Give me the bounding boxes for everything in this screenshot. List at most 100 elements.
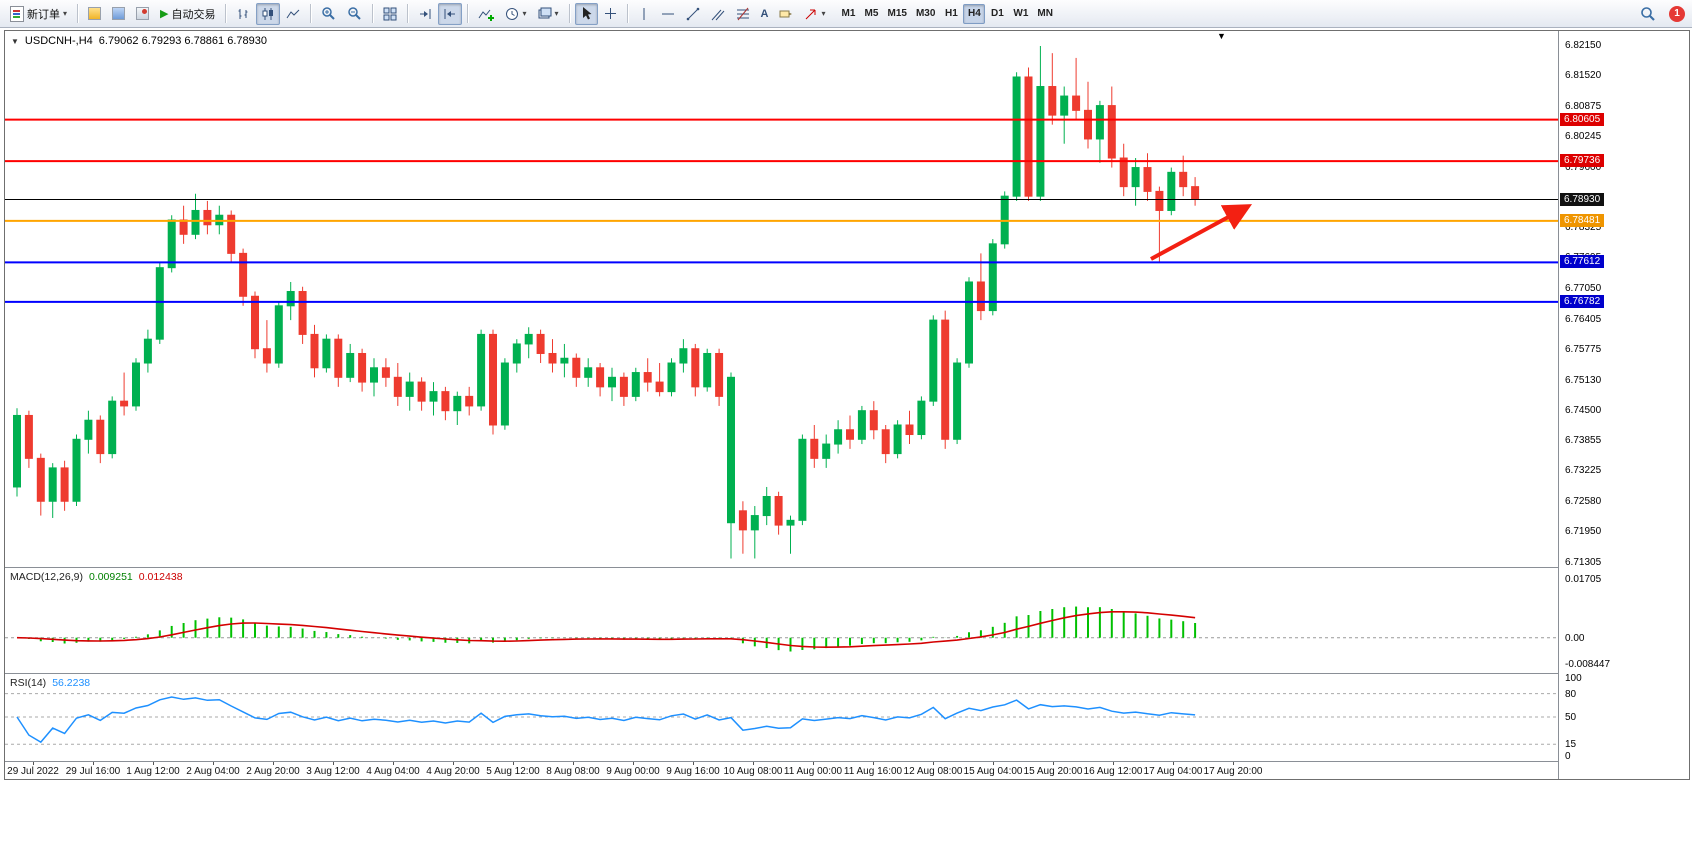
periods-button[interactable]: ▾ [500, 3, 531, 25]
cursor-button[interactable] [574, 2, 598, 25]
symbol-period-label: USDCNH-,H4 [24, 35, 93, 47]
zoom-in-button[interactable] [316, 3, 341, 25]
price-tick: 6.80875 [1565, 100, 1602, 112]
search-icon [1641, 6, 1655, 21]
toolbar-right-group: 1 [1635, 3, 1687, 25]
metaeditor-button[interactable] [83, 3, 106, 25]
market-watch-button[interactable] [107, 3, 130, 25]
candlestick-plot[interactable] [5, 31, 1558, 567]
trendline-button[interactable] [681, 3, 705, 25]
macd-plot[interactable] [5, 568, 1558, 673]
auto-scroll-button[interactable] [413, 3, 437, 25]
time-tick [633, 762, 634, 765]
terminal-button[interactable] [131, 3, 154, 25]
timeframe-button-m30[interactable]: M30 [912, 4, 939, 24]
rsi-axis-tick: 100 [1565, 673, 1582, 684]
toolbar-separator [372, 4, 374, 23]
arrows-button[interactable]: ▾ [799, 3, 830, 25]
rsi-axis-tick: 15 [1565, 739, 1577, 751]
channel-button[interactable] [706, 3, 730, 25]
time-tick [213, 762, 214, 765]
chart-menu-icon[interactable]: ▼ [11, 36, 19, 46]
chart-shift-button[interactable] [438, 2, 463, 25]
time-label: 17 Aug 04:00 [1143, 766, 1203, 777]
price-axis[interactable]: 6.821506.815206.808756.802456.796006.789… [1558, 31, 1689, 779]
timeframe-button-h1[interactable]: H1 [940, 4, 962, 24]
vertical-line-icon [643, 7, 645, 20]
price-line-label: 6.80605 [1560, 112, 1605, 126]
time-tick [513, 762, 514, 765]
timeframe-button-m5[interactable]: M5 [860, 4, 882, 24]
toolbar-separator [77, 4, 79, 23]
horizontal-line-button[interactable] [656, 3, 680, 25]
rsi-pane[interactable]: RSI(14) 56.2238 [5, 674, 1558, 761]
time-label: 8 Aug 08:00 [546, 766, 600, 777]
time-tick [693, 762, 694, 765]
price-tick: 6.75130 [1565, 374, 1602, 386]
fibonacci-button[interactable] [731, 3, 755, 25]
text-button[interactable]: A [756, 3, 774, 25]
toolbar-separator [626, 4, 628, 23]
notification-count: 1 [1674, 8, 1680, 19]
tile-windows-button[interactable] [378, 3, 402, 25]
clock-icon [506, 7, 519, 20]
rsi-axis-tick: 50 [1565, 712, 1577, 723]
toolbar-separator [225, 4, 227, 23]
price-tick: 6.73855 [1565, 435, 1602, 447]
timeframe-button-w1[interactable]: W1 [1009, 4, 1032, 24]
pane-divider[interactable] [5, 673, 1689, 674]
macd-axis-tick: 0.01705 [1565, 573, 1602, 585]
auto-scroll-icon [420, 8, 431, 19]
time-label: 29 Jul 16:00 [65, 766, 121, 777]
bar-chart-button[interactable] [231, 3, 255, 25]
new-order-button[interactable]: 新订单 ▾ [5, 3, 72, 25]
main-chart-pane[interactable]: ▼ USDCNH-,H4 6.79062 6.79293 6.78861 6.7… [5, 31, 1558, 567]
autotrading-button[interactable]: ▶ 自动交易 [155, 3, 220, 25]
timeframe-button-m15[interactable]: M15 [883, 4, 910, 24]
toolbar-separator [310, 4, 312, 23]
chart-shift-marker[interactable]: ▼ [1217, 31, 1226, 41]
search-button[interactable] [1635, 3, 1661, 25]
pane-divider[interactable] [5, 567, 1689, 568]
time-label: 3 Aug 12:00 [306, 766, 360, 777]
crosshair-icon [604, 8, 616, 19]
time-tick [93, 762, 94, 765]
trendline-icon [686, 7, 699, 20]
line-chart-button[interactable] [281, 3, 305, 25]
cursor-icon [582, 7, 592, 20]
time-tick [333, 762, 334, 765]
candlestick-chart-icon [262, 7, 274, 20]
macd-signal-value: 0.012438 [138, 571, 183, 583]
time-tick [573, 762, 574, 765]
timeframe-button-mn[interactable]: MN [1033, 4, 1057, 24]
ohlc-values: 6.79062 6.79293 6.78861 6.78930 [98, 35, 267, 47]
time-axis[interactable]: 29 Jul 2022 29 Jul 16:00 1 Aug 12:00 2 Aug … [5, 762, 1558, 779]
candlestick-chart-button[interactable] [256, 2, 281, 25]
text-label-button[interactable] [774, 3, 798, 25]
macd-axis-tick: -0.008447 [1565, 659, 1611, 670]
market-watch-icon [112, 7, 126, 20]
templates-button[interactable]: ▾ [533, 3, 564, 25]
timeframe-button-d1[interactable]: D1 [986, 4, 1008, 24]
time-tick [1053, 762, 1054, 765]
macd-pane[interactable]: MACD(12,26,9) 0.009251 0.012438 [5, 568, 1558, 673]
indicators-icon [479, 9, 495, 21]
indicators-button[interactable] [473, 3, 499, 25]
rsi-plot[interactable] [5, 674, 1558, 761]
zoom-out-button[interactable] [342, 3, 367, 25]
timeframe-button-m1[interactable]: M1 [837, 4, 859, 24]
notifications-badge[interactable]: 1 [1669, 5, 1685, 22]
time-tick [1173, 762, 1174, 765]
macd-label-row: MACD(12,26,9) 0.009251 0.012438 [10, 571, 183, 583]
price-tick: 6.71950 [1565, 526, 1602, 538]
line-chart-icon [287, 9, 300, 18]
vertical-line-button[interactable] [633, 3, 655, 25]
autotrading-play-icon: ▶ [160, 8, 169, 20]
time-tick [453, 762, 454, 765]
crosshair-button[interactable] [599, 3, 622, 25]
timeframe-button-h4[interactable]: H4 [963, 3, 986, 24]
symbol-header: ▼ USDCNH-,H4 6.79062 6.79293 6.78861 6.7… [11, 35, 267, 47]
caret-down-icon: ▾ [554, 9, 559, 18]
time-tick [393, 762, 394, 765]
